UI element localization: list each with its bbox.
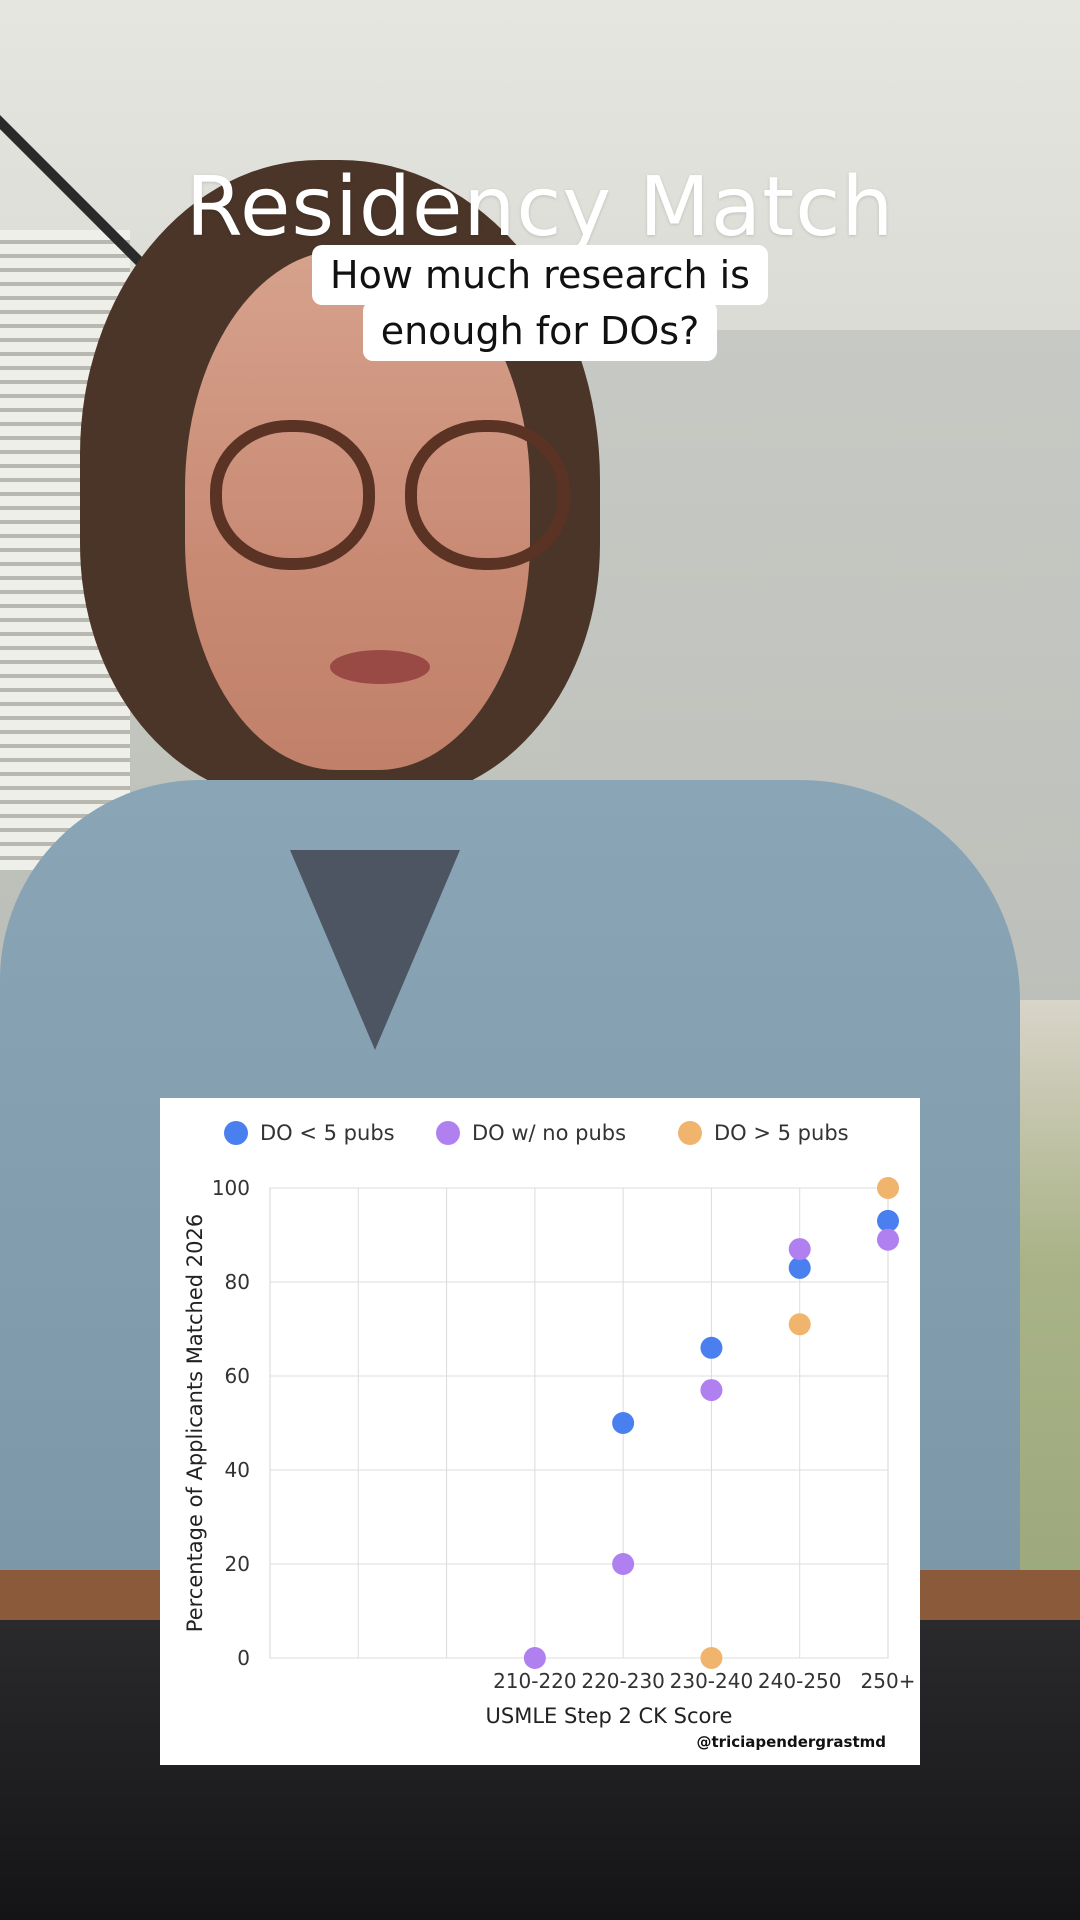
data-point xyxy=(700,1336,723,1359)
data-point xyxy=(700,1647,723,1669)
data-point xyxy=(523,1647,546,1669)
legend-marker xyxy=(436,1121,460,1145)
glasses-left-lens xyxy=(210,420,375,570)
caption-subtitle: How much research is enough for DOs? xyxy=(0,245,1080,361)
glasses-right-lens xyxy=(405,420,570,570)
data-point xyxy=(700,1379,723,1402)
y-tick-label: 0 xyxy=(237,1646,250,1670)
watermark: @triciapendergrastmd xyxy=(696,1733,887,1751)
caption-subtitle-line-2: enough for DOs? xyxy=(362,301,718,361)
data-point xyxy=(788,1238,811,1261)
legend-marker xyxy=(224,1121,248,1145)
x-tick-label: 250+ xyxy=(861,1669,916,1693)
data-point xyxy=(788,1256,811,1279)
data-point xyxy=(612,1553,635,1575)
legend-label: DO w/ no pubs xyxy=(472,1121,626,1145)
legend-label: DO < 5 pubs xyxy=(260,1121,395,1145)
data-point xyxy=(877,1228,899,1251)
x-tick-label: 230-240 xyxy=(670,1669,754,1693)
legend-marker xyxy=(678,1121,702,1145)
person-mouth xyxy=(330,650,430,684)
chart-card: 0 20 40 60 80 100 210-220 220-230 230-240 240-250… xyxy=(160,1098,920,1765)
caption-title: Residency Match xyxy=(185,160,895,255)
x-tick-label: 210-220 xyxy=(493,1669,577,1693)
y-axis-title: Percentage of Applicants Matched 2026 xyxy=(183,1214,207,1632)
y-tick-label: 60 xyxy=(225,1364,250,1388)
data-point xyxy=(612,1412,635,1434)
x-tick-label: 220-230 xyxy=(581,1669,665,1693)
y-tick-label: 40 xyxy=(225,1458,250,1482)
legend-label: DO > 5 pubs xyxy=(714,1121,849,1145)
y-tick-label: 100 xyxy=(212,1176,250,1200)
data-point xyxy=(877,1177,899,1199)
y-tick-label: 80 xyxy=(225,1270,250,1294)
data-point xyxy=(877,1209,899,1232)
y-tick-label: 20 xyxy=(225,1552,250,1576)
x-tick-label: 240-250 xyxy=(758,1669,842,1693)
scatter-chart: 0 20 40 60 80 100 210-220 220-230 230-240 240-250… xyxy=(183,1121,916,1728)
x-axis-title: USMLE Step 2 CK Score xyxy=(486,1704,733,1728)
data-point xyxy=(788,1313,811,1336)
caption-subtitle-line-1: How much research is xyxy=(312,245,768,305)
